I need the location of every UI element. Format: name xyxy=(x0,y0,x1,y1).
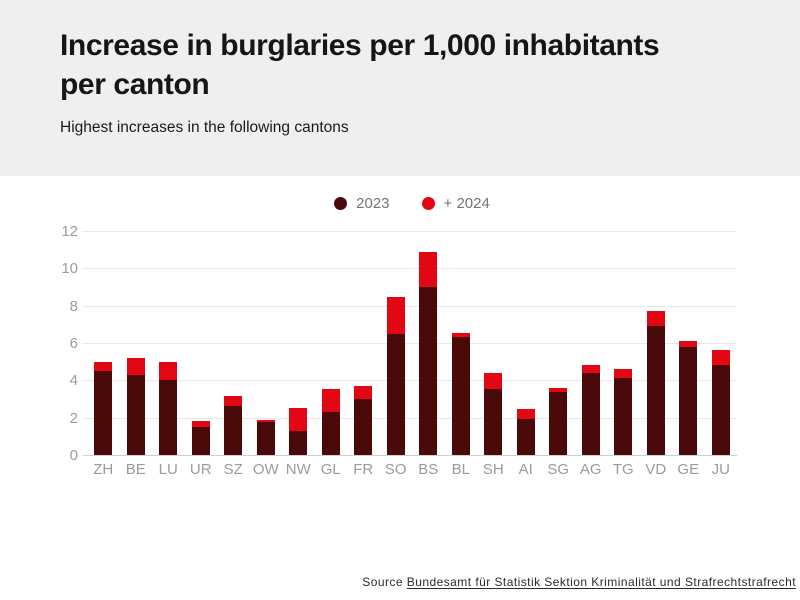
bar-segment-2024-GL xyxy=(321,388,340,413)
bar-segment-2024-BS xyxy=(419,252,438,287)
x-axis-tick-label-SO: SO xyxy=(384,461,407,478)
bar-segment-2024-NW xyxy=(289,408,308,431)
bar-segment-2023-SZ xyxy=(224,405,243,455)
grid-line xyxy=(83,305,737,307)
bar-segment-2024-TG xyxy=(614,369,633,379)
bar-segment-2024-JU xyxy=(711,350,730,366)
grid-line xyxy=(83,268,737,270)
bar-segment-2024-UR xyxy=(191,421,210,427)
source-prefix-label: Source xyxy=(362,575,403,589)
legend-label: 2023 xyxy=(356,195,390,212)
bar-segment-2023-NW xyxy=(289,430,308,455)
bar-segment-2023-JU xyxy=(711,365,730,455)
y-axis-tick-label: 6 xyxy=(69,335,78,352)
x-axis-tick-label-AI: AI xyxy=(518,461,533,478)
x-axis-tick-label-TG: TG xyxy=(612,461,634,478)
bar-segment-2024-SH xyxy=(484,372,503,389)
bar-segment-2024-BE xyxy=(126,357,145,375)
bar-segment-2024-BL xyxy=(451,332,470,338)
bar-segment-2024-LU xyxy=(159,361,178,381)
source-link[interactable]: Bundesamt für Statistik Sektion Kriminal… xyxy=(406,575,796,589)
x-axis-tick-label-GL: GL xyxy=(320,461,341,478)
bar-segment-2023-BL xyxy=(451,337,470,455)
y-axis-tick-label: 2 xyxy=(69,409,78,427)
bar-segment-2024-GE xyxy=(679,341,698,347)
x-axis-tick-label-VD: VD xyxy=(645,461,667,478)
chart-legend: 2023 + 2024 xyxy=(87,195,737,212)
bar-segment-2023-OW xyxy=(256,422,275,455)
x-axis-tick-label-SH: SH xyxy=(482,461,504,478)
y-axis-tick-label: 0 xyxy=(69,447,78,464)
bar-segment-2024-OW xyxy=(256,420,275,423)
grid-line xyxy=(83,417,737,419)
x-axis-tick-label-BS: BS xyxy=(418,461,439,478)
bar-segment-2023-UR xyxy=(191,427,210,455)
legend-dot-icon xyxy=(421,197,435,210)
legend-dot-icon xyxy=(334,197,348,210)
x-axis-tick-label-FR: FR xyxy=(353,461,374,478)
y-axis-tick-label: 8 xyxy=(69,297,78,315)
bar-segment-2023-BE xyxy=(126,374,145,455)
bar-segment-2023-SG xyxy=(549,392,568,455)
bar-segment-2023-BS xyxy=(419,287,438,455)
x-axis-tick-label-BE: BE xyxy=(125,461,146,478)
y-axis-tick-label: 4 xyxy=(69,372,78,390)
bar-segment-2023-ZH xyxy=(94,371,113,455)
x-axis-tick-label-NW: NW xyxy=(285,461,311,478)
bar-segment-2024-FR xyxy=(354,385,373,399)
bar-segment-2023-VD xyxy=(646,326,665,455)
x-axis-tick-label-AG: AG xyxy=(579,461,602,478)
bar-segment-2023-GL xyxy=(321,412,340,455)
x-axis-tick-label-ZH: ZH xyxy=(93,461,114,478)
bar-segment-2024-VD xyxy=(646,311,665,327)
x-axis-tick-label-JU: JU xyxy=(711,461,730,478)
bar-segment-2024-ZH xyxy=(94,361,113,371)
grid-line xyxy=(83,380,737,382)
x-axis-tick-label-LU: LU xyxy=(158,461,178,478)
x-axis-tick-label-BL: BL xyxy=(451,461,470,478)
x-axis-tick-label-SZ: SZ xyxy=(223,461,243,478)
source-line: Source Bundesamt für Statistik Sektion K… xyxy=(362,575,796,589)
x-axis-tick-label-UR: UR xyxy=(189,461,212,478)
grid-line xyxy=(83,343,737,344)
bar-segment-2023-SH xyxy=(484,388,503,455)
legend-item: + 2024 xyxy=(421,195,490,212)
page-subtitle: Highest increases in the following canto… xyxy=(60,119,349,136)
bar-segment-2024-SG xyxy=(549,387,568,393)
x-axis-tick-label-SG: SG xyxy=(547,461,570,478)
bar-segment-2024-AI xyxy=(516,409,535,419)
y-axis-tick-label: 10 xyxy=(61,260,78,278)
bar-segment-2023-TG xyxy=(614,378,633,455)
bar-segment-2024-AG xyxy=(581,365,600,373)
x-axis-tick-label-OW: OW xyxy=(252,461,279,478)
grid-line xyxy=(83,231,737,232)
page-title: Increase in burglaries per 1,000 inhabit… xyxy=(60,29,660,101)
bar-segment-2023-AI xyxy=(516,418,535,455)
bar-segment-2024-SO xyxy=(386,297,405,334)
bar-segment-2024-SZ xyxy=(224,396,243,406)
header-band: Increase in burglaries per 1,000 inhabit… xyxy=(0,0,800,176)
bar-segment-2023-GE xyxy=(679,346,698,455)
bar-segment-2023-LU xyxy=(159,380,178,455)
legend-item: 2023 xyxy=(334,195,390,212)
bar-segment-2023-SO xyxy=(386,333,405,455)
bar-segment-2023-FR xyxy=(354,399,373,455)
x-axis-tick-label-GE: GE xyxy=(677,461,700,478)
bar-segment-2023-AG xyxy=(581,372,600,455)
grid-line xyxy=(83,455,737,456)
y-axis-tick-label: 12 xyxy=(61,223,78,240)
legend-label: + 2024 xyxy=(443,195,490,212)
